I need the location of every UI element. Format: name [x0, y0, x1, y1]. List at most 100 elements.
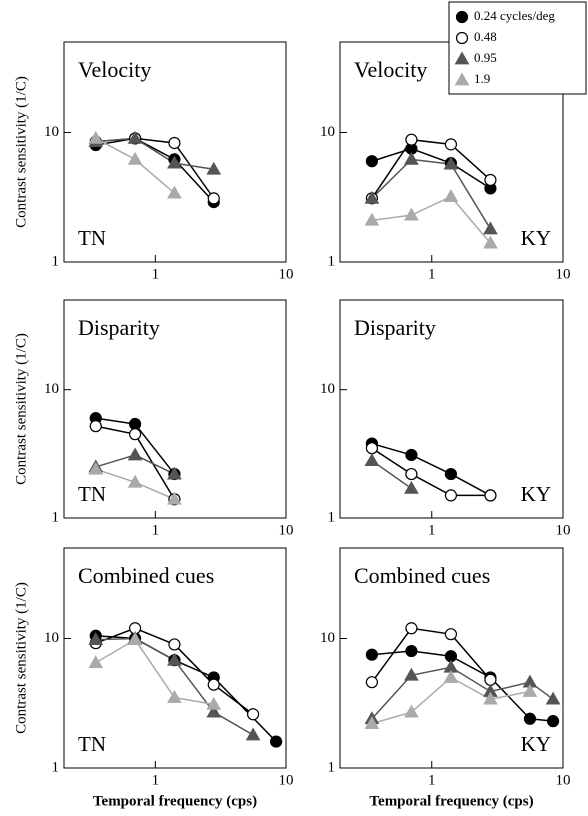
x-axis-label: Temporal frequency (cps) [369, 793, 533, 809]
series-line [371, 627, 492, 683]
marker [127, 474, 143, 488]
series-line [371, 138, 491, 199]
marker [365, 155, 379, 168]
marker [206, 696, 222, 710]
marker [484, 489, 497, 502]
marker [364, 212, 380, 226]
legend-label: 0.24 cycles/deg [474, 8, 555, 23]
marker [405, 448, 418, 462]
marker [545, 691, 561, 705]
marker [443, 156, 459, 170]
marker [89, 420, 102, 433]
marker [443, 669, 459, 683]
y-axis-label: Contrast sensitivity (1/C) [13, 582, 29, 734]
panel-title: Combined cues [354, 563, 490, 588]
marker [167, 491, 182, 505]
marker [245, 727, 261, 741]
marker [444, 628, 458, 641]
legend-marker [454, 72, 470, 86]
legend-label: 0.48 [474, 29, 497, 44]
legend-marker [455, 10, 469, 24]
marker [206, 161, 222, 175]
subject-label: KY [521, 732, 551, 756]
marker [444, 138, 458, 151]
x-tick-label: 10 [556, 522, 571, 538]
marker [523, 712, 537, 725]
legend-box [448, 1, 587, 95]
marker [128, 428, 142, 441]
plot-frame [63, 547, 287, 769]
y-tick-label: 10 [44, 124, 59, 140]
panel-title: Velocity [78, 57, 151, 82]
x-tick-label: 10 [279, 772, 294, 788]
marker [483, 691, 498, 705]
marker [443, 189, 459, 202]
y-tick-label: 1 [328, 253, 336, 269]
marker [246, 708, 260, 721]
x-tick-label: 1 [428, 522, 436, 538]
series-line [95, 635, 277, 743]
marker [88, 130, 104, 144]
y-tick-label: 10 [320, 630, 335, 646]
plot-frame [63, 299, 287, 519]
marker [207, 192, 220, 205]
marker [404, 667, 419, 681]
marker [168, 638, 181, 651]
x-tick-label: 10 [556, 266, 571, 282]
marker [168, 136, 181, 150]
marker [127, 447, 143, 461]
panel-title: Disparity [354, 315, 436, 340]
marker [270, 735, 283, 748]
marker [167, 466, 182, 480]
marker [167, 652, 182, 666]
subject-label: KY [521, 226, 551, 250]
marker [127, 151, 143, 165]
x-tick-label: 1 [428, 772, 436, 788]
marker [483, 221, 498, 235]
marker [404, 151, 419, 165]
marker [444, 467, 458, 481]
y-axis-label: Contrast sensitivity (1/C) [13, 76, 29, 228]
marker [483, 235, 498, 249]
marker [404, 480, 419, 494]
y-tick-label: 1 [328, 759, 336, 775]
x-tick-label: 10 [556, 772, 571, 788]
legend-marker [455, 31, 469, 45]
subject-label: KY [521, 482, 551, 506]
series-line [95, 137, 175, 194]
y-tick-label: 1 [52, 509, 60, 525]
legend-marker [454, 51, 470, 65]
marker [522, 683, 538, 697]
marker [405, 133, 418, 146]
marker [365, 648, 379, 661]
y-tick-label: 1 [328, 509, 336, 525]
y-tick-label: 1 [52, 759, 60, 775]
marker [127, 130, 143, 144]
marker [364, 453, 380, 466]
marker [484, 173, 497, 187]
marker [206, 704, 222, 718]
plot-frame [339, 547, 564, 769]
panel-title: Disparity [78, 315, 160, 340]
marker [364, 716, 380, 730]
x-tick-label: 1 [428, 266, 436, 282]
x-tick-label: 1 [152, 522, 160, 538]
y-axis-label: Contrast sensitivity (1/C) [13, 333, 29, 485]
marker [88, 632, 104, 646]
x-tick-label: 1 [152, 266, 160, 282]
marker [364, 190, 380, 204]
marker [88, 655, 104, 669]
marker [405, 622, 418, 635]
series-line [95, 638, 214, 706]
y-tick-label: 10 [320, 381, 335, 397]
series-line [371, 442, 491, 497]
y-tick-label: 10 [44, 630, 59, 646]
series-line [95, 137, 214, 171]
y-tick-label: 10 [320, 124, 335, 140]
marker [167, 690, 182, 703]
x-tick-label: 10 [279, 266, 294, 282]
y-tick-label: 1 [52, 253, 60, 269]
series-line [371, 195, 492, 244]
marker [127, 632, 143, 646]
marker [484, 673, 497, 686]
